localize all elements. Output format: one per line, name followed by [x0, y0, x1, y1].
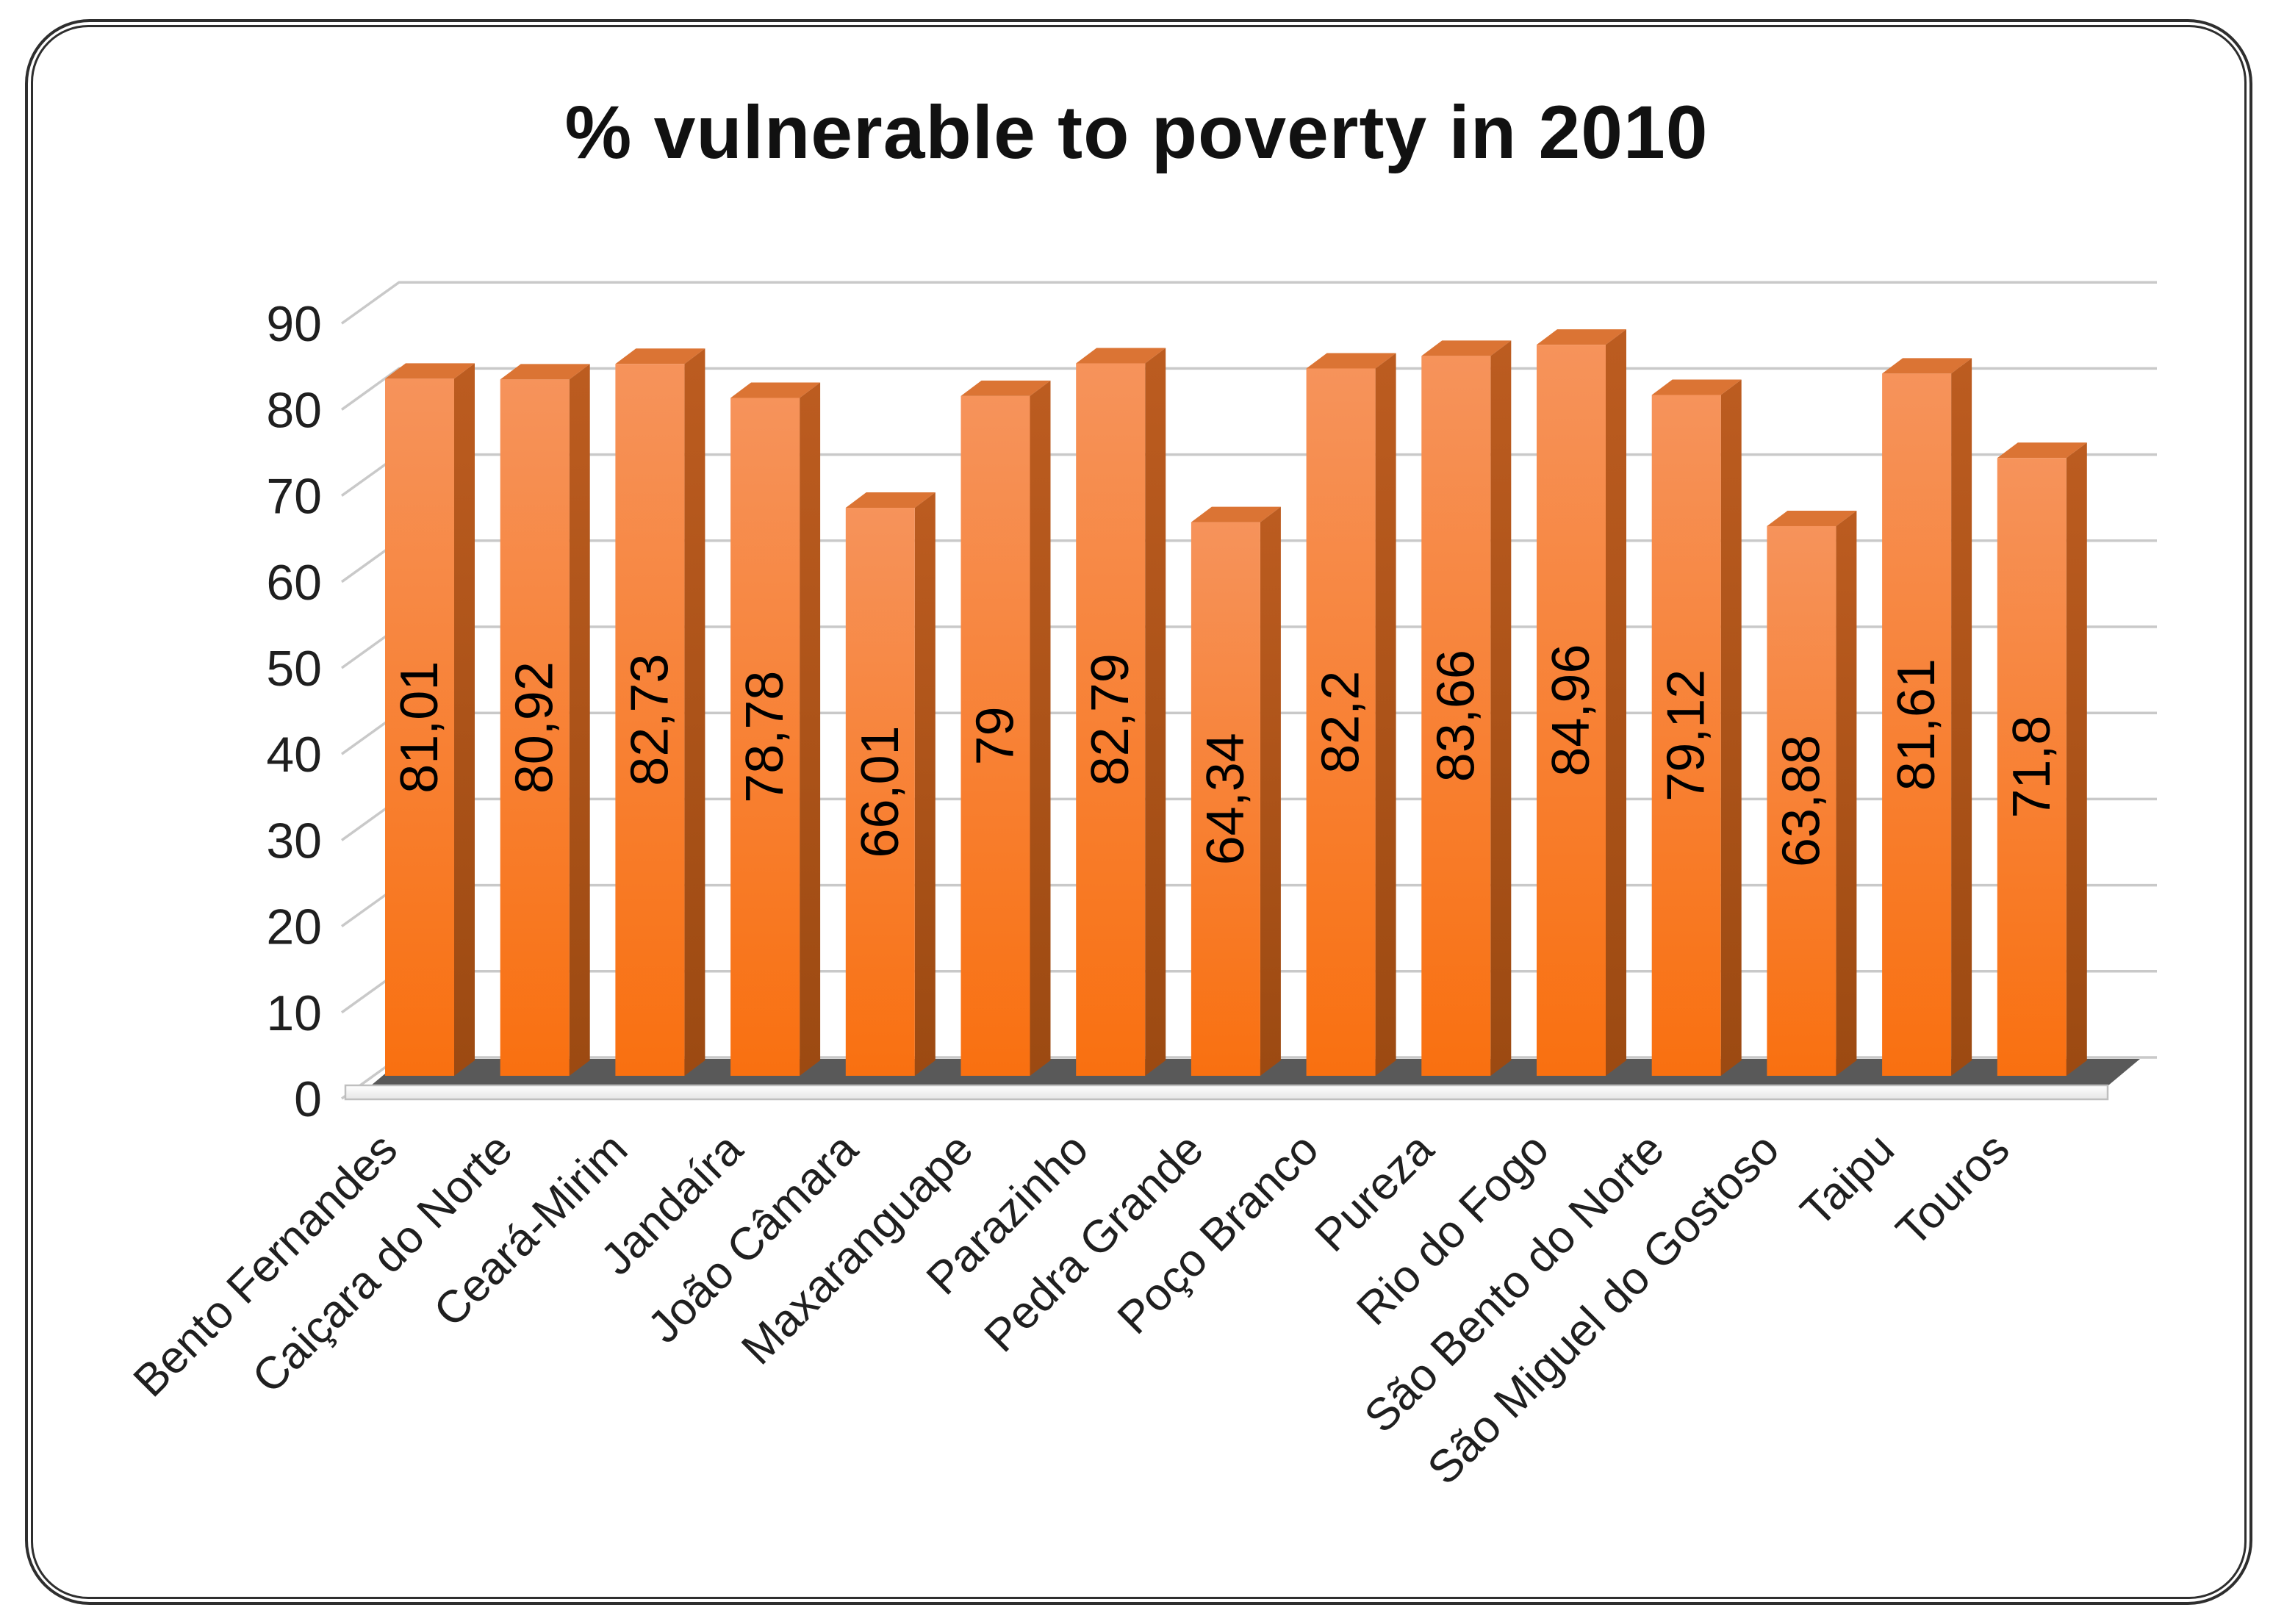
bar-side-face: [684, 348, 705, 1076]
bar-Rio do Fogo: 84,96: [1537, 329, 1626, 1076]
chart-title: % vulnerable to poverty in 2010: [564, 90, 1709, 174]
bar-side-face: [1836, 510, 1857, 1076]
bar-front-face: [730, 398, 800, 1076]
bar-Jandaíra: 78,78: [730, 382, 821, 1076]
bar-value-label: 64,34: [1196, 733, 1255, 865]
y-axis-tick-label: 30: [266, 813, 322, 869]
bar-side-face: [1490, 340, 1512, 1076]
y-axis-tick-label: 60: [266, 555, 322, 611]
bar-value-label: 81,61: [1887, 658, 1946, 791]
bar-front-face: [1191, 522, 1260, 1076]
bar-front-face: [960, 395, 1030, 1076]
bar-side-face: [1375, 353, 1396, 1076]
bars-layer: 81,01 80,92 82,73 78,78 66,01 79 82,79 64,34 82,…: [385, 329, 2087, 1077]
y-axis-tick-label: 20: [266, 899, 322, 955]
bar-side-face: [454, 363, 475, 1076]
bar-side-face: [569, 364, 590, 1077]
bar-top-face: [385, 363, 475, 379]
bar-front-face: [385, 378, 454, 1076]
bar-value-label: 82,73: [620, 654, 679, 786]
bar-side-face: [1951, 358, 1972, 1076]
bar-value-label: 79: [966, 706, 1025, 765]
bar-value-label: 71,8: [2003, 716, 2061, 819]
bar-value-label: 82,79: [1081, 653, 1140, 786]
bar-value-label: 63,88: [1772, 735, 1831, 867]
bar-top-face: [1421, 340, 1512, 356]
chart-floor-front-edge: [344, 1084, 2109, 1101]
bar-front-face: [500, 379, 570, 1076]
category-label: Touros: [1886, 1124, 2019, 1256]
chart-frame-inner-border: [31, 25, 2247, 1599]
bar-Taipu: 81,61: [1882, 358, 1972, 1076]
bar-Parazinho: 82,79: [1076, 348, 1166, 1076]
bar-value-label: 79,12: [1657, 669, 1716, 802]
bar-front-face: [1421, 356, 1491, 1076]
bar-side-face: [800, 382, 821, 1076]
bar-top-face: [1997, 442, 2087, 459]
bar-value-label: 66,01: [851, 725, 910, 858]
bar-side-face: [1606, 329, 1626, 1076]
y-axis-tick-label: 50: [266, 641, 322, 697]
bar-Bento Fernandes: 81,01: [385, 363, 475, 1076]
bar-front-face: [1882, 373, 1952, 1076]
bar-front-face: [615, 364, 685, 1076]
bar-value-label: 81,01: [390, 661, 449, 794]
bar-value-label: 83,66: [1426, 650, 1485, 782]
bar-side-face: [1145, 348, 1166, 1076]
bar-top-face: [730, 382, 821, 398]
y-axis-labels-layer: 0 10 20 30 40 50 60 70 80 90: [266, 296, 322, 1127]
bar-top-face: [960, 380, 1051, 396]
bar-top-face: [845, 492, 936, 509]
bar-top-face: [1537, 329, 1626, 345]
bar-front-face: [1537, 345, 1606, 1076]
bar-Caiçara do Norte: 80,92: [500, 364, 590, 1077]
y-axis-tick-label: 0: [294, 1071, 322, 1127]
bar-top-face: [1191, 506, 1281, 522]
bar-front-face: [1076, 363, 1146, 1076]
bar-top-face: [1076, 348, 1166, 364]
bar-Poço Branco: 82,2: [1306, 353, 1396, 1076]
bar-front-face: [1306, 368, 1376, 1076]
gridline: [340, 281, 2157, 325]
bar-top-face: [1882, 358, 1972, 374]
bar-side-face: [1260, 506, 1281, 1076]
bar-front-face: [1651, 395, 1721, 1076]
bar-front-face: [1997, 458, 2066, 1076]
bar-side-face: [2066, 442, 2087, 1076]
bar-value-label: 82,2: [1312, 671, 1371, 774]
bar-value-label: 84,96: [1542, 644, 1601, 776]
bar-Ceará-Mirim: 82,73: [615, 348, 705, 1076]
bar-top-face: [500, 364, 590, 380]
bar-side-face: [1720, 379, 1742, 1076]
category-label: Poço Branco: [1108, 1124, 1329, 1344]
bar-side-face: [914, 492, 936, 1076]
bar-top-face: [1651, 379, 1742, 395]
y-axis-tick-label: 10: [266, 985, 322, 1041]
bar-top-face: [1767, 510, 1857, 526]
bar-top-face: [1306, 353, 1396, 369]
bar-São Miguel do Gostoso: 63,88: [1767, 510, 1857, 1076]
chart-frame-outer-border: [25, 19, 2252, 1605]
bar-Pureza: 83,66: [1421, 340, 1512, 1076]
y-axis-tick-label: 70: [266, 469, 322, 525]
y-axis-tick-label: 80: [266, 382, 322, 438]
bar-top-face: [615, 348, 705, 364]
bar-value-label: 80,92: [506, 661, 564, 794]
bar-São Bento do Norte: 79,12: [1651, 379, 1742, 1076]
y-axis-tick-label: 40: [266, 727, 322, 783]
bar-front-face: [845, 508, 915, 1076]
bar-Maxaranguape: 79: [960, 380, 1051, 1076]
bar-João Câmara: 66,01: [845, 492, 936, 1076]
bar-Pedra Grande: 64,34: [1191, 506, 1281, 1076]
bar-front-face: [1767, 525, 1836, 1076]
bar-Touros: 71,8: [1997, 442, 2087, 1076]
bar-value-label: 78,78: [736, 671, 794, 803]
y-axis-tick-label: 90: [266, 296, 322, 352]
bar-side-face: [1030, 380, 1051, 1076]
